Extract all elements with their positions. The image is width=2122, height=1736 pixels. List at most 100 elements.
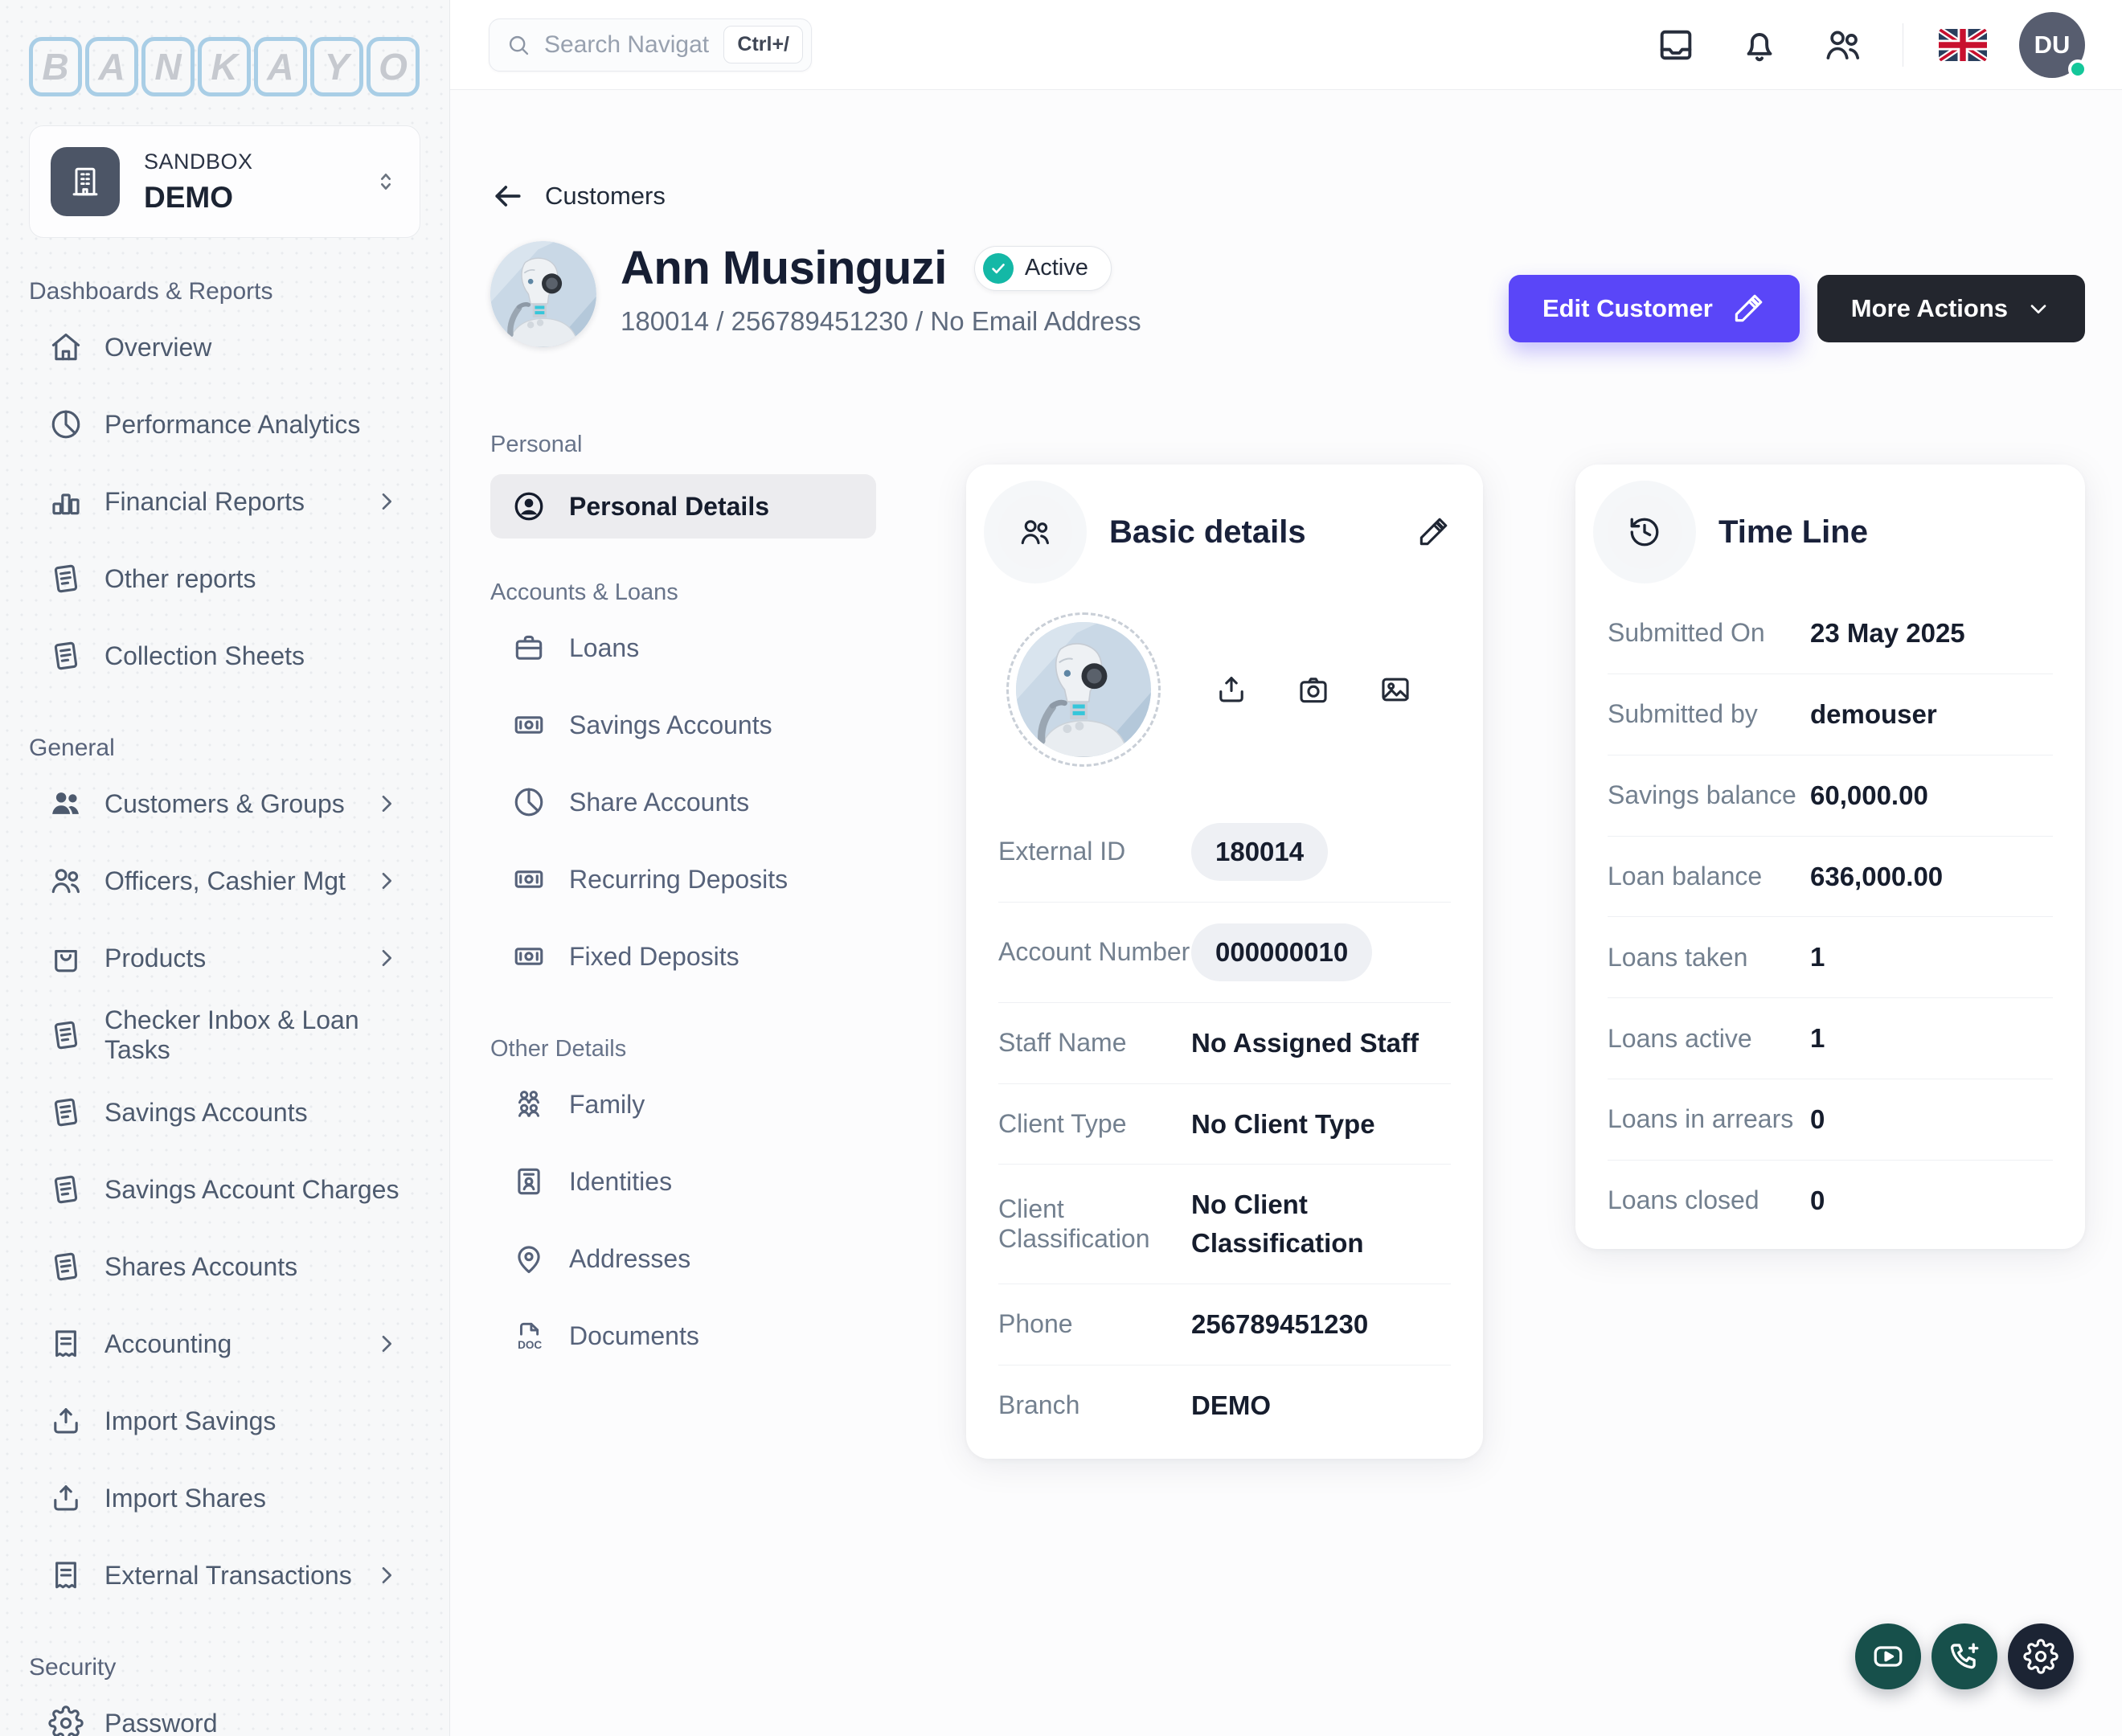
uk-flag-icon[interactable] (1939, 28, 1987, 62)
profile-nav-item-addresses[interactable]: Addresses (490, 1220, 876, 1297)
contact-support-fab[interactable] (1932, 1623, 1997, 1689)
customer-meta: 180014 / 256789451230 / No Email Address (621, 306, 1141, 336)
timeline-header: Time Line (1575, 465, 2085, 593)
search-box[interactable]: Ctrl+/ (489, 18, 812, 72)
detail-row-staff-name: Staff Name No Assigned Staff (998, 1001, 1451, 1083)
more-actions-label: More Actions (1850, 294, 2008, 322)
profile-nav-item-savings-accounts[interactable]: Savings Accounts (490, 686, 876, 764)
profile-nav-section-accounts-loans: Accounts & Loans (490, 579, 678, 605)
sidebar-item-officers-cashier[interactable]: Officers, Cashier Mgt (29, 842, 420, 919)
profile-nav-item-loans[interactable]: Loans (490, 609, 876, 686)
sidebar-item-savings-account-charges[interactable]: Savings Account Charges (29, 1151, 420, 1228)
check-circle-icon (982, 252, 1014, 284)
profile-photo[interactable] (1006, 612, 1161, 767)
row-value: 256789451230 (1191, 1309, 1369, 1340)
family-icon (511, 1087, 547, 1122)
edit-customer-button[interactable]: Edit Customer (1508, 275, 1800, 342)
receipt-icon (48, 1558, 84, 1593)
profile-nav-item-label: Documents (569, 1320, 699, 1350)
sidebar-item-external-transactions[interactable]: External Transactions (29, 1537, 420, 1614)
org-environment: SANDBOX (144, 149, 253, 174)
profile-nav-item-family[interactable]: Family (490, 1066, 876, 1143)
sidebar-item-label: Performance Analytics (104, 409, 361, 439)
row-label: Phone (998, 1309, 1073, 1339)
sidebar-nav: Dashboards & Reports Overview Performanc… (29, 275, 420, 1736)
gallery-photo-button[interactable] (1378, 672, 1413, 707)
profile-nav-item-recurring-deposits[interactable]: Recurring Deposits (490, 841, 876, 918)
sidebar-item-products[interactable]: Products (29, 919, 420, 997)
profile-nav-item-personal-details[interactable]: Personal Details (490, 474, 876, 538)
basic-details-rows: External ID 180014 Account Number 000000… (966, 802, 1483, 1446)
org-switcher[interactable]: SANDBOX DEMO (29, 125, 420, 238)
sidebar-section-security: Security (29, 1654, 117, 1681)
edit-basic-details-button[interactable] (1415, 514, 1451, 550)
search-shortcut-badge: Ctrl+/ (723, 26, 803, 63)
settings-fab[interactable] (2008, 1623, 2074, 1689)
users-button[interactable] (1822, 24, 1864, 66)
chevron-right-icon (374, 489, 399, 514)
robot-avatar-image (490, 241, 596, 347)
back-button[interactable] (490, 178, 526, 214)
chevron-down-icon (2026, 296, 2051, 321)
document-icon (48, 1017, 84, 1053)
sidebar-item-savings-accounts[interactable]: Savings Accounts (29, 1074, 420, 1151)
sidebar-item-collection-sheets[interactable]: Collection Sheets (29, 617, 420, 694)
profile-nav-section-personal: Personal (490, 431, 583, 457)
row-value: 60,000.00 (1810, 780, 1928, 810)
inbox-tray-button[interactable] (1655, 24, 1697, 66)
video-tutorial-fab[interactable] (1855, 1623, 1921, 1689)
home-icon (48, 330, 84, 365)
search-input[interactable] (544, 31, 711, 59)
breadcrumb-label[interactable]: Customers (545, 182, 666, 210)
online-status-dot (2068, 59, 2087, 79)
detail-row-account-number: Account Number 000000010 (998, 901, 1451, 1002)
logo-letter-tile: A (254, 37, 307, 96)
profile-nav-item-documents[interactable]: Documents (490, 1297, 876, 1374)
sidebar-item-password[interactable]: Password (29, 1685, 420, 1736)
content: Customers Ann Musinguzi Active (450, 90, 2122, 1736)
upload-photo-button[interactable] (1214, 672, 1249, 707)
user-avatar[interactable]: DU (2019, 11, 2087, 79)
timeline-row-loans-active: Loans active 1 (1608, 997, 2053, 1079)
row-label: Loan balance (1608, 861, 1763, 891)
take-photo-button[interactable] (1296, 672, 1331, 707)
pencil-icon (1415, 514, 1451, 550)
profile-nav-section-other-details: Other Details (490, 1035, 627, 1062)
notifications-button[interactable] (1739, 24, 1780, 66)
sidebar-item-accounting[interactable]: Accounting (29, 1305, 420, 1382)
profile-nav-item-fixed-deposits[interactable]: Fixed Deposits (490, 918, 876, 995)
row-value: DEMO (1191, 1390, 1271, 1420)
sidebar-item-performance-analytics[interactable]: Performance Analytics (29, 386, 420, 463)
detail-row-client-classification: Client Classification No Client Classifi… (998, 1164, 1451, 1284)
bankayo-logo: B A N K A Y O (29, 37, 420, 96)
chevron-right-icon (374, 791, 399, 817)
user-initials: DU (2034, 30, 2071, 59)
profile-nav-item-identities[interactable]: Identities (490, 1143, 876, 1220)
sidebar-item-financial-reports[interactable]: Financial Reports (29, 463, 420, 540)
sidebar: B A N K A Y O SANDBOX DEMO Dashboards & … (0, 0, 450, 1736)
profile-nav-item-share-accounts[interactable]: Share Accounts (490, 764, 876, 841)
document-icon (48, 1249, 84, 1284)
sidebar-item-import-shares[interactable]: Import Shares (29, 1460, 420, 1537)
person-circle-badge (998, 495, 1072, 569)
more-actions-button[interactable]: More Actions (1817, 275, 2085, 342)
sidebar-item-overview[interactable]: Overview (29, 309, 420, 386)
profile-nav-item-label: Family (569, 1089, 645, 1119)
sidebar-item-shares-accounts[interactable]: Shares Accounts (29, 1228, 420, 1305)
detail-row-client-type: Client Type No Client Type (998, 1083, 1451, 1165)
timeline-row-submitted-on: Submitted On 23 May 2025 (1608, 593, 2053, 674)
header-actions: Edit Customer More Actions (1508, 275, 2085, 342)
basic-details-card: Basic details (966, 465, 1483, 1459)
sidebar-item-other-reports[interactable]: Other reports (29, 540, 420, 617)
detail-row-phone: Phone 256789451230 (998, 1284, 1451, 1365)
sidebar-item-checker-inbox[interactable]: Checker Inbox & Loan Tasks (29, 997, 420, 1074)
logo-letter-tile: Y (310, 37, 363, 96)
row-value: No Client Type (1191, 1108, 1375, 1139)
row-value: 1 (1810, 1023, 1825, 1054)
sidebar-item-import-savings[interactable]: Import Savings (29, 1382, 420, 1460)
sidebar-item-customers-groups[interactable]: Customers & Groups (29, 765, 420, 842)
status-badge: Active (973, 245, 1112, 291)
row-value: 000000010 (1191, 923, 1373, 981)
photo-actions (1214, 672, 1413, 707)
logo-letter-tile: B (29, 37, 82, 96)
